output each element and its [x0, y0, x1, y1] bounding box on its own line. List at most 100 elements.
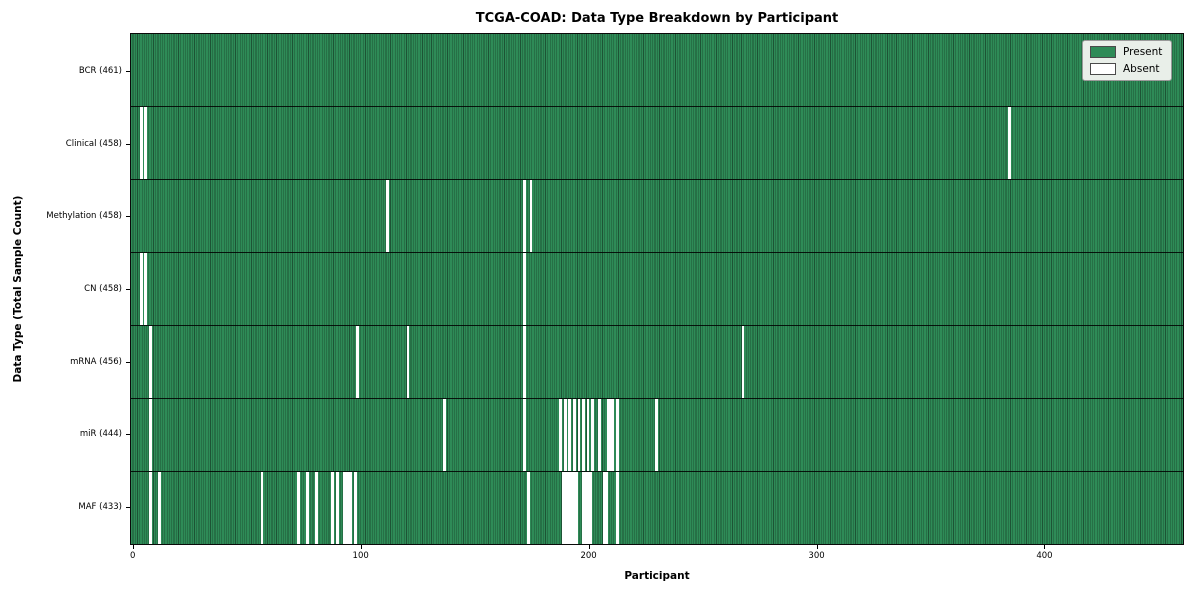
absent-stripe: [529, 180, 533, 252]
y-tick-label-maf: MAF (433): [78, 502, 122, 513]
absent-stripe: [741, 326, 745, 398]
absent-stripe: [561, 472, 565, 544]
legend-label-absent: Absent: [1123, 63, 1160, 75]
absent-stripe: [655, 399, 658, 471]
x-tick-mark: [588, 545, 590, 549]
legend-item-absent: Absent: [1090, 63, 1162, 75]
absent-stripe: [616, 472, 620, 544]
x-tick-label: 0: [130, 551, 136, 561]
absent-stripe: [582, 472, 585, 544]
absent-stripe: [331, 472, 335, 544]
absent-stripe: [335, 472, 339, 544]
row-methylation: [131, 180, 1183, 253]
y-tick-mark: [126, 216, 130, 218]
absent-stripe: [356, 326, 360, 398]
absent-stripe: [297, 472, 300, 544]
absent-stripe: [616, 399, 620, 471]
y-tick-mark: [126, 507, 130, 509]
row-clinical: [131, 107, 1183, 180]
absent-stripe: [586, 472, 590, 544]
absent-stripe: [577, 399, 581, 471]
absent-stripe: [522, 180, 526, 252]
absent-stripe: [260, 472, 264, 544]
y-tick-mark: [126, 143, 130, 145]
absent-stripe: [582, 399, 585, 471]
y-tick-label-cn: CN (458): [84, 284, 122, 294]
x-tick-label: 100: [352, 551, 369, 561]
absent-stripe: [158, 472, 161, 544]
absent-stripe: [568, 472, 572, 544]
x-tick-mark: [132, 545, 134, 549]
legend: Present Absent: [1082, 40, 1173, 81]
absent-stripe: [522, 399, 526, 471]
absent-stripe: [522, 326, 526, 398]
chart-title: TCGA-COAD: Data Type Breakdown by Partic…: [475, 11, 839, 26]
absent-stripe: [345, 472, 348, 544]
row-mir: [131, 399, 1183, 472]
absent-stripe: [570, 472, 574, 544]
absent-stripe: [342, 472, 346, 544]
legend-item-present: Present: [1090, 46, 1162, 58]
row-mrna: [131, 326, 1183, 399]
absent-stripe: [607, 399, 610, 471]
y-tick-label-methylation: Methylation (458): [46, 211, 122, 222]
absent-stripe: [602, 472, 606, 544]
y-axis-label: Data Type (Total Sample Count): [12, 195, 24, 383]
y-tick-mark: [126, 70, 130, 72]
absent-stripe: [572, 472, 576, 544]
absent-stripe: [588, 472, 592, 544]
absent-stripe: [144, 107, 148, 179]
absent-stripe: [604, 472, 608, 544]
absent-stripe: [591, 399, 594, 471]
y-tick-mark: [126, 361, 130, 363]
absent-stripe: [148, 399, 152, 471]
x-tick-mark: [816, 545, 818, 549]
absent-stripe: [563, 472, 567, 544]
absent-stripe: [575, 472, 578, 544]
x-axis-label: Participant: [624, 570, 690, 582]
absent-stripe: [611, 399, 615, 471]
absent-stripe: [306, 472, 310, 544]
row-cn: [131, 253, 1183, 326]
absent-stripe: [148, 326, 152, 398]
row-bcr: [131, 34, 1183, 107]
absent-stripe: [566, 472, 569, 544]
absent-stripe: [406, 326, 410, 398]
plot-area: [130, 33, 1184, 545]
absent-stripe: [139, 107, 143, 179]
absent-stripe: [349, 472, 353, 544]
absent-stripe: [568, 399, 572, 471]
absent-stripe: [609, 399, 613, 471]
absent-stripe: [347, 472, 351, 544]
absent-stripe: [527, 472, 531, 544]
absent-stripe: [522, 253, 526, 325]
absent-stripe: [586, 399, 590, 471]
present-swatch-icon: [1090, 46, 1116, 58]
absent-stripe: [584, 472, 588, 544]
absent-stripe: [315, 472, 319, 544]
absent-stripe: [563, 399, 567, 471]
absent-stripe: [443, 399, 446, 471]
x-tick-label: 200: [580, 551, 597, 561]
absent-stripe: [148, 472, 152, 544]
x-tick-label: 400: [1036, 551, 1053, 561]
legend-label-present: Present: [1123, 46, 1163, 58]
x-tick-label: 300: [808, 551, 825, 561]
absent-stripe: [144, 253, 148, 325]
y-tick-label-mrna: mRNA (456): [70, 356, 122, 367]
y-tick-mark: [126, 434, 130, 436]
absent-stripe: [354, 472, 357, 544]
absent-stripe: [598, 399, 601, 471]
x-tick-mark: [360, 545, 362, 549]
x-tick-mark: [1044, 545, 1046, 549]
row-maf: [131, 472, 1183, 544]
y-tick-label-mir: miR (444): [79, 429, 122, 440]
y-tick-label-clinical: Clinical (458): [65, 138, 122, 149]
y-tick-label-bcr: BCR (461): [78, 65, 122, 76]
absent-swatch-icon: [1090, 63, 1116, 75]
absent-stripe: [139, 253, 143, 325]
y-tick-mark: [126, 289, 130, 290]
absent-stripe: [559, 399, 563, 471]
absent-stripe: [386, 180, 389, 252]
